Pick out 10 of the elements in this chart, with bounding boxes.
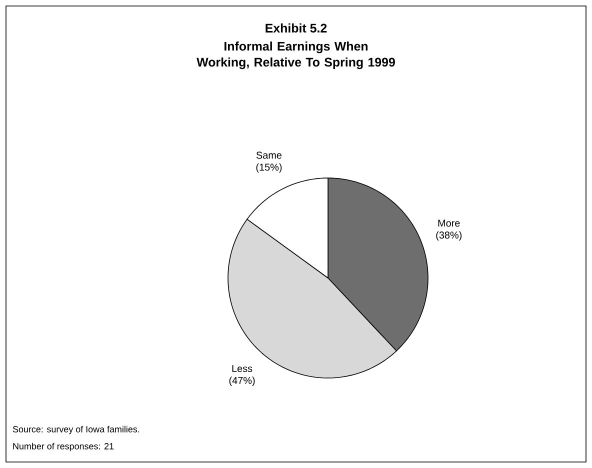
data-label: (47%) — [229, 376, 255, 386]
chart-title: Exhibit 5.2 — [266, 23, 327, 33]
text: Number of responses: 21 — [13, 442, 114, 452]
slice-label: Same — [256, 152, 282, 159]
slice-label: More — [438, 220, 460, 227]
source-note: Source: survey of Iowa families. — [12, 426, 140, 434]
slice-label: Less — [232, 365, 252, 372]
chart-subtitle: Informal Earnings When Working, Relative To Spring 1999 — [196, 42, 395, 70]
data-label: (38%) — [436, 231, 462, 241]
data-label: (15%) — [256, 163, 282, 173]
